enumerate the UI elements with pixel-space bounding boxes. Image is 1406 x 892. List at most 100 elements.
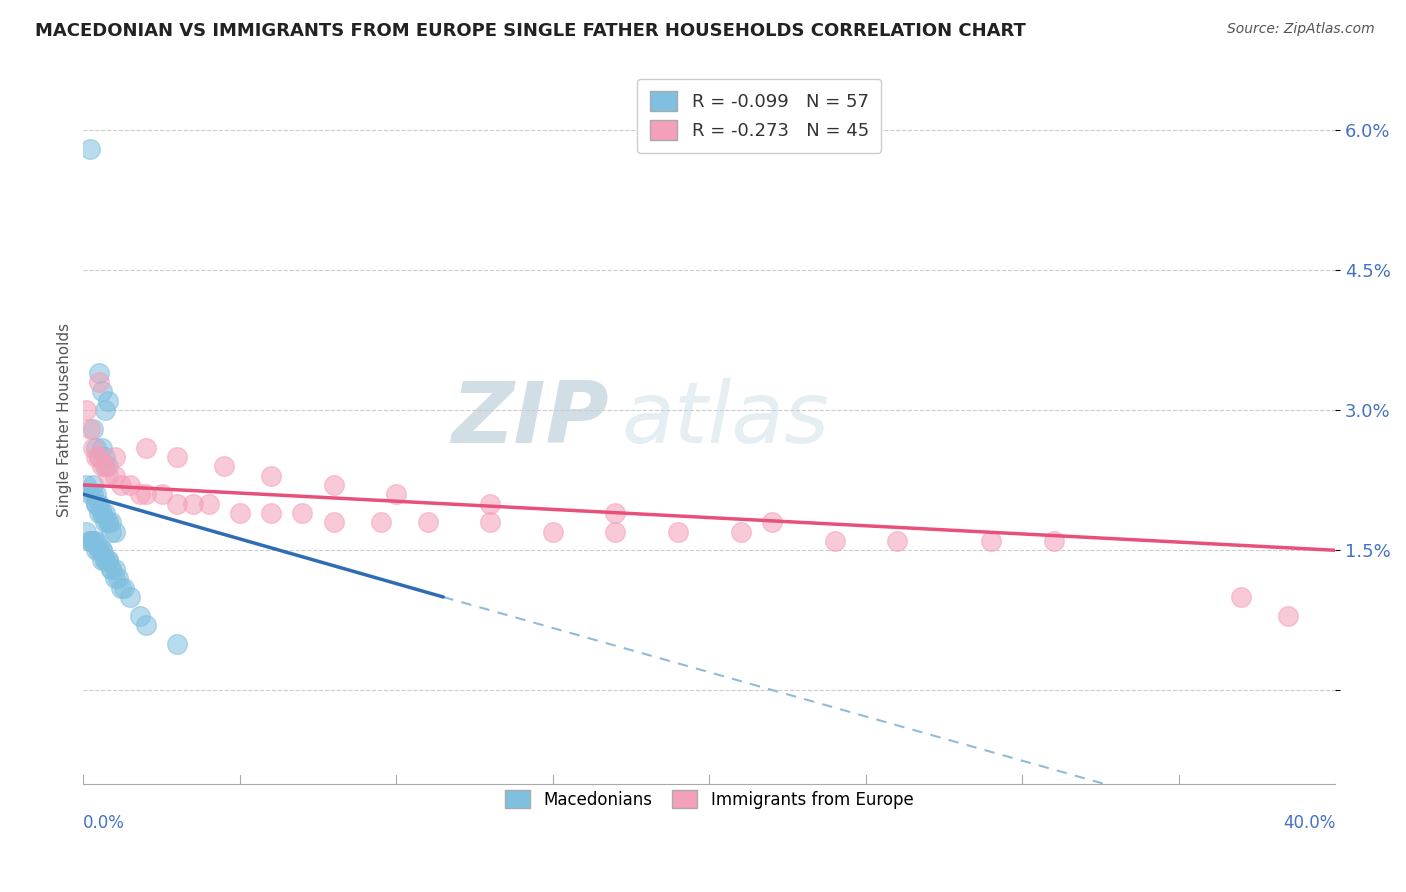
Text: Source: ZipAtlas.com: Source: ZipAtlas.com <box>1227 22 1375 37</box>
Point <box>82 487 104 501</box>
Point <box>104 562 127 576</box>
Point <box>150 487 173 501</box>
Point <box>87 543 110 558</box>
Point <box>84 533 107 548</box>
Point <box>79 487 101 501</box>
Point <box>94 515 117 529</box>
Text: 40.0%: 40.0% <box>1284 814 1336 832</box>
Point <box>82 422 104 436</box>
Point <box>229 506 252 520</box>
Point <box>605 506 627 520</box>
Point <box>291 506 314 520</box>
Point <box>100 562 122 576</box>
Point <box>94 459 117 474</box>
Point <box>120 590 142 604</box>
Point <box>1230 590 1253 604</box>
Text: ZIP: ZIP <box>451 378 609 461</box>
Point <box>1042 533 1064 548</box>
Point <box>107 571 129 585</box>
Point <box>97 393 120 408</box>
Point <box>75 403 97 417</box>
Legend: Macedonians, Immigrants from Europe: Macedonians, Immigrants from Europe <box>499 783 920 815</box>
Point <box>385 487 408 501</box>
Point <box>605 524 627 539</box>
Point <box>87 450 110 464</box>
Text: atlas: atlas <box>621 378 830 461</box>
Point <box>110 581 132 595</box>
Point <box>84 497 107 511</box>
Point <box>79 142 101 156</box>
Point <box>79 422 101 436</box>
Point <box>82 533 104 548</box>
Point <box>82 533 104 548</box>
Point <box>322 478 344 492</box>
Point <box>1277 608 1299 623</box>
Point <box>128 608 150 623</box>
Point <box>100 524 122 539</box>
Point <box>94 552 117 566</box>
Point <box>94 552 117 566</box>
Point <box>75 524 97 539</box>
Point <box>87 506 110 520</box>
Point <box>100 515 122 529</box>
Point <box>666 524 689 539</box>
Point <box>97 515 120 529</box>
Point <box>104 571 127 585</box>
Point <box>97 459 120 474</box>
Point <box>84 543 107 558</box>
Point <box>82 478 104 492</box>
Point <box>79 533 101 548</box>
Point <box>166 450 188 464</box>
Point <box>94 506 117 520</box>
Point <box>97 515 120 529</box>
Point <box>97 552 120 566</box>
Point <box>479 497 502 511</box>
Point <box>79 533 101 548</box>
Point <box>87 450 110 464</box>
Point <box>104 524 127 539</box>
Point <box>370 515 392 529</box>
Point <box>181 497 204 511</box>
Point <box>730 524 752 539</box>
Point <box>91 506 114 520</box>
Point <box>135 487 157 501</box>
Point <box>87 543 110 558</box>
Point <box>91 459 114 474</box>
Point <box>886 533 908 548</box>
Point <box>322 515 344 529</box>
Point <box>94 450 117 464</box>
Point <box>94 403 117 417</box>
Point <box>84 450 107 464</box>
Point <box>980 533 1002 548</box>
Point <box>128 487 150 501</box>
Point <box>120 478 142 492</box>
Point <box>91 543 114 558</box>
Point <box>104 468 127 483</box>
Point <box>82 441 104 455</box>
Y-axis label: Single Father Households: Single Father Households <box>58 322 72 516</box>
Text: 0.0%: 0.0% <box>83 814 125 832</box>
Point <box>541 524 564 539</box>
Point <box>416 515 439 529</box>
Point <box>91 384 114 399</box>
Point <box>824 533 846 548</box>
Point <box>112 581 135 595</box>
Point <box>135 618 157 632</box>
Point <box>84 487 107 501</box>
Point <box>166 637 188 651</box>
Point <box>166 497 188 511</box>
Point <box>197 497 219 511</box>
Point <box>260 506 283 520</box>
Point <box>91 506 114 520</box>
Point <box>100 562 122 576</box>
Point <box>212 459 235 474</box>
Point <box>260 468 283 483</box>
Point <box>87 366 110 380</box>
Point <box>84 497 107 511</box>
Point <box>104 450 127 464</box>
Point <box>75 478 97 492</box>
Point <box>110 478 132 492</box>
Point <box>761 515 783 529</box>
Point <box>479 515 502 529</box>
Point <box>87 375 110 389</box>
